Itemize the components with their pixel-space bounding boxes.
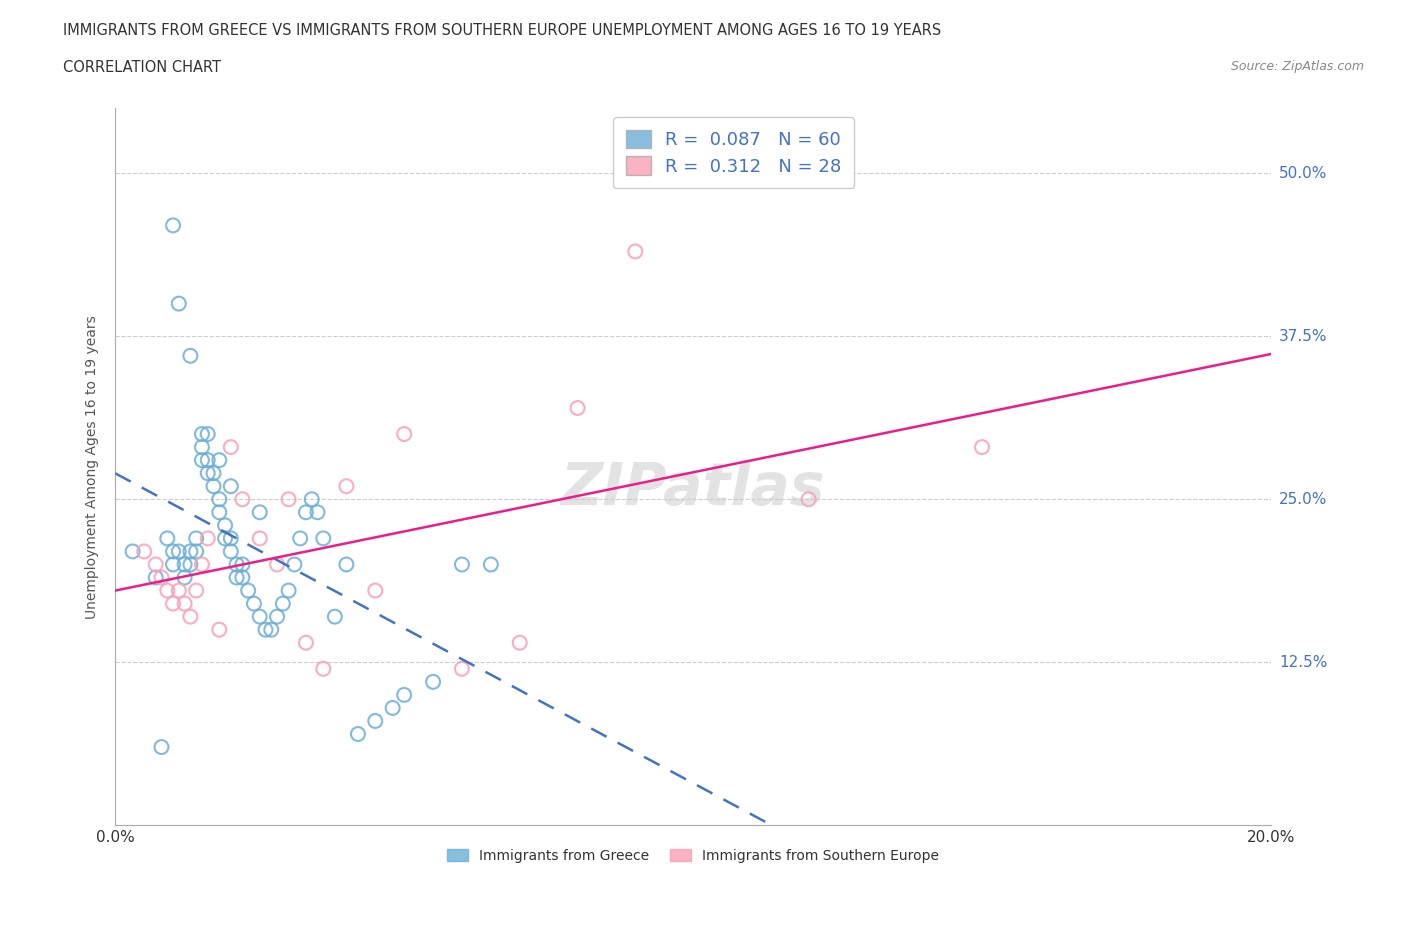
Point: [179, 557, 201, 572]
Point: [301, 492, 323, 507]
Point: [208, 505, 231, 520]
Point: [312, 531, 335, 546]
Point: [197, 466, 219, 481]
Point: [186, 531, 208, 546]
Point: [231, 557, 253, 572]
Point: [197, 453, 219, 468]
Point: [186, 544, 208, 559]
Point: [249, 609, 271, 624]
Y-axis label: Unemployment Among Ages 16 to 19 years: Unemployment Among Ages 16 to 19 years: [86, 314, 100, 618]
Point: [451, 661, 474, 676]
Point: [162, 596, 184, 611]
Point: [347, 726, 370, 741]
Point: [162, 218, 184, 232]
Point: [479, 557, 502, 572]
Point: [225, 570, 247, 585]
Point: [392, 687, 415, 702]
Point: [249, 505, 271, 520]
Point: [145, 557, 167, 572]
Point: [167, 583, 190, 598]
Point: [202, 479, 225, 494]
Point: [277, 583, 299, 598]
Point: [451, 557, 474, 572]
Text: CORRELATION CHART: CORRELATION CHART: [63, 60, 221, 75]
Point: [167, 544, 190, 559]
Point: [266, 557, 288, 572]
Point: [219, 544, 242, 559]
Text: 12.5%: 12.5%: [1279, 655, 1327, 670]
Point: [191, 427, 214, 442]
Point: [624, 244, 647, 259]
Point: [295, 505, 318, 520]
Point: [162, 544, 184, 559]
Text: 37.5%: 37.5%: [1279, 328, 1327, 344]
Point: [150, 570, 173, 585]
Point: [271, 596, 294, 611]
Point: [202, 466, 225, 481]
Point: [509, 635, 531, 650]
Point: [214, 531, 236, 546]
Point: [197, 427, 219, 442]
Point: [219, 479, 242, 494]
Point: [288, 531, 311, 546]
Point: [312, 661, 335, 676]
Point: [422, 674, 444, 689]
Point: [191, 557, 214, 572]
Point: [191, 453, 214, 468]
Point: [134, 544, 156, 559]
Point: [392, 427, 415, 442]
Point: [277, 492, 299, 507]
Text: IMMIGRANTS FROM GREECE VS IMMIGRANTS FROM SOUTHERN EUROPE UNEMPLOYMENT AMONG AGE: IMMIGRANTS FROM GREECE VS IMMIGRANTS FRO…: [63, 23, 942, 38]
Point: [167, 296, 190, 311]
Point: [156, 531, 179, 546]
Point: [173, 596, 195, 611]
Point: [145, 570, 167, 585]
Point: [179, 544, 201, 559]
Text: 50.0%: 50.0%: [1279, 166, 1327, 180]
Point: [797, 492, 820, 507]
Point: [173, 570, 195, 585]
Point: [208, 453, 231, 468]
Point: [179, 349, 201, 364]
Point: [179, 609, 201, 624]
Point: [231, 570, 253, 585]
Point: [364, 583, 387, 598]
Point: [295, 635, 318, 650]
Point: [214, 518, 236, 533]
Point: [219, 440, 242, 455]
Point: [254, 622, 277, 637]
Point: [208, 492, 231, 507]
Point: [219, 531, 242, 546]
Text: ZIPatlas: ZIPatlas: [561, 459, 825, 517]
Point: [567, 401, 589, 416]
Point: [173, 557, 195, 572]
Point: [186, 583, 208, 598]
Point: [323, 609, 346, 624]
Point: [150, 739, 173, 754]
Point: [197, 531, 219, 546]
Point: [225, 557, 247, 572]
Point: [266, 609, 288, 624]
Point: [162, 557, 184, 572]
Point: [156, 583, 179, 598]
Point: [970, 440, 993, 455]
Point: [307, 505, 329, 520]
Legend: Immigrants from Greece, Immigrants from Southern Europe: Immigrants from Greece, Immigrants from …: [441, 844, 945, 869]
Text: Source: ZipAtlas.com: Source: ZipAtlas.com: [1230, 60, 1364, 73]
Point: [191, 440, 214, 455]
Point: [335, 479, 357, 494]
Point: [249, 531, 271, 546]
Point: [121, 544, 143, 559]
Point: [238, 583, 260, 598]
Text: 25.0%: 25.0%: [1279, 492, 1327, 507]
Point: [283, 557, 305, 572]
Point: [243, 596, 266, 611]
Point: [335, 557, 357, 572]
Point: [208, 622, 231, 637]
Point: [381, 700, 404, 715]
Point: [364, 713, 387, 728]
Point: [260, 622, 283, 637]
Point: [231, 492, 253, 507]
